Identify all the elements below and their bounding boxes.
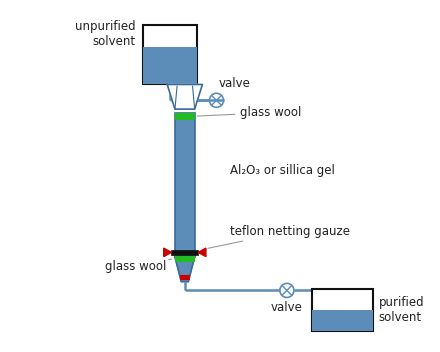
Polygon shape	[167, 84, 202, 109]
Bar	[312, 310, 373, 331]
Text: teflon netting gauze: teflon netting gauze	[208, 225, 350, 248]
Text: glass wool: glass wool	[198, 106, 302, 119]
Text: valve: valve	[271, 301, 303, 314]
Text: unpurified
solvent: unpurified solvent	[75, 20, 136, 48]
Bar	[312, 289, 373, 331]
Bar	[175, 113, 194, 257]
Bar	[143, 48, 197, 84]
Text: glass wool: glass wool	[105, 259, 172, 272]
Bar	[175, 256, 194, 262]
Text: valve: valve	[218, 77, 250, 90]
Bar	[143, 25, 197, 84]
Polygon shape	[164, 248, 172, 257]
Bar	[172, 250, 198, 255]
Text: Al₂O₃ or sillica gel: Al₂O₃ or sillica gel	[230, 164, 335, 177]
Polygon shape	[198, 248, 206, 257]
Text: purified
solvent: purified solvent	[378, 296, 424, 324]
Bar	[180, 275, 190, 280]
Bar	[175, 113, 194, 120]
Polygon shape	[175, 257, 194, 282]
